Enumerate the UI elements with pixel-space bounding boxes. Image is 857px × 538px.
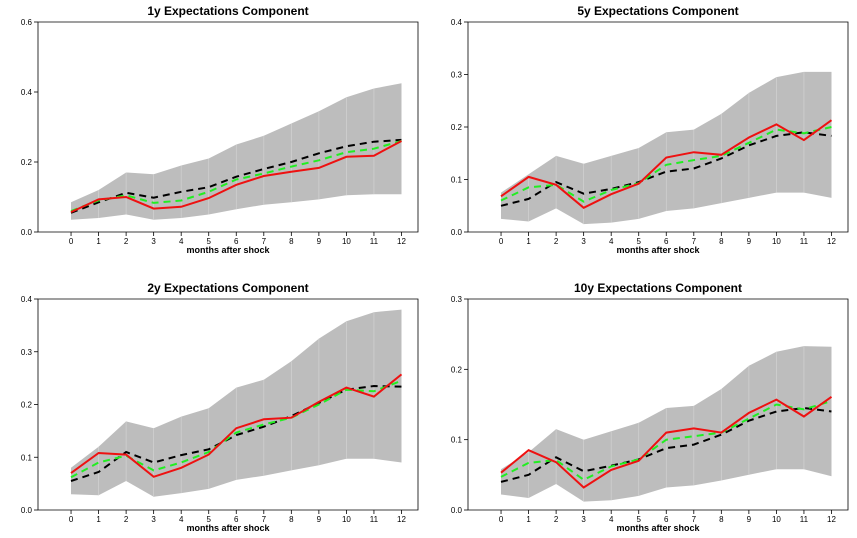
chart-title: 10y Expectations Component [574, 281, 742, 295]
x-tick-label: 2 [554, 515, 559, 524]
x-tick-label: 7 [262, 515, 267, 524]
x-tick-label: 9 [317, 237, 322, 246]
x-tick-label: 11 [800, 237, 809, 246]
series-line-median [70, 138, 402, 214]
x-tick-label: 8 [719, 237, 724, 246]
chart-title: 2y Expectations Component [147, 281, 308, 295]
x-tick-label: 6 [234, 515, 239, 524]
y-tick-label: 0.6 [21, 18, 33, 27]
y-tick-label: 0.1 [451, 176, 463, 185]
x-tick-label: 12 [397, 237, 406, 246]
x-tick-label: 0 [69, 237, 74, 246]
y-tick-label: 0.1 [451, 436, 463, 445]
series-line-mean [500, 400, 832, 481]
chart-title: 5y Expectations Component [577, 4, 738, 18]
y-tick-label: 0.2 [21, 158, 33, 167]
x-tick-label: 8 [719, 515, 724, 524]
x-tick-label: 2 [124, 237, 129, 246]
x-tick-label: 5 [206, 237, 211, 246]
x-tick-label: 3 [151, 515, 156, 524]
x-tick-label: 7 [262, 237, 267, 246]
x-tick-label: 1 [526, 515, 531, 524]
x-tick-label: 0 [499, 515, 504, 524]
series-line-point [500, 119, 833, 209]
x-tick-label: 3 [581, 515, 586, 524]
x-tick-label: 8 [289, 237, 294, 246]
x-tick-label: 11 [370, 515, 379, 524]
y-tick-label: 0.0 [21, 506, 33, 515]
series-line-median [70, 384, 402, 482]
x-tick-label: 12 [827, 237, 836, 246]
x-tick-label: 11 [370, 237, 379, 246]
series-line-mean [70, 140, 402, 212]
x-tick-label: 5 [636, 237, 641, 246]
x-tick-label: 6 [234, 237, 239, 246]
plot-frame [467, 21, 849, 233]
y-tick-label: 0.0 [451, 228, 463, 237]
x-tick-label: 4 [609, 237, 614, 246]
chart-title: 1y Expectations Component [147, 4, 308, 18]
x-axis-label: months after shock [616, 245, 700, 255]
series-line-median [500, 131, 832, 207]
x-tick-label: 10 [342, 237, 351, 246]
x-tick-label: 8 [289, 515, 294, 524]
x-tick-label: 9 [317, 515, 322, 524]
x-axis-label: months after shock [616, 523, 700, 533]
y-tick-label: 0.1 [21, 453, 33, 462]
x-tick-label: 10 [342, 515, 351, 524]
x-tick-label: 2 [554, 237, 559, 246]
x-tick-label: 3 [581, 237, 586, 246]
x-axis-label: months after shock [186, 523, 270, 533]
x-tick-label: 11 [800, 515, 809, 524]
y-tick-label: 0.2 [451, 123, 463, 132]
x-tick-label: 10 [772, 515, 781, 524]
x-tick-label: 0 [499, 237, 504, 246]
series-line-point [70, 140, 402, 214]
plot-frame [37, 298, 419, 511]
x-tick-label: 1 [96, 515, 101, 524]
y-tick-label: 0.4 [451, 18, 463, 27]
y-tick-label: 0.4 [21, 295, 33, 304]
x-tick-label: 12 [397, 515, 406, 524]
x-tick-label: 4 [179, 515, 184, 524]
x-tick-label: 7 [692, 237, 697, 246]
y-tick-label: 0.4 [21, 88, 33, 97]
x-tick-label: 9 [747, 237, 752, 246]
x-tick-label: 6 [664, 237, 669, 246]
x-tick-label: 9 [747, 515, 752, 524]
series-line-point [500, 395, 833, 489]
x-tick-label: 5 [206, 515, 211, 524]
x-tick-label: 12 [827, 515, 836, 524]
y-tick-label: 0.2 [451, 365, 463, 374]
x-tick-label: 5 [636, 515, 641, 524]
series-line-mean [500, 126, 832, 203]
y-tick-label: 0.0 [21, 228, 33, 237]
x-tick-label: 4 [179, 237, 184, 246]
y-tick-label: 0.0 [451, 506, 463, 515]
y-tick-label: 0.3 [451, 295, 463, 304]
y-tick-label: 0.3 [21, 348, 33, 357]
series-line-median [500, 406, 832, 483]
y-tick-label: 0.2 [21, 401, 33, 410]
x-tick-label: 1 [96, 237, 101, 246]
series-line-point [70, 373, 403, 478]
x-tick-label: 0 [69, 515, 74, 524]
y-tick-label: 0.3 [451, 71, 463, 80]
x-tick-label: 10 [772, 237, 781, 246]
x-tick-label: 6 [664, 515, 669, 524]
x-tick-label: 1 [526, 237, 531, 246]
x-axis-label: months after shock [186, 245, 270, 255]
x-tick-label: 3 [151, 237, 156, 246]
x-tick-label: 7 [692, 515, 697, 524]
series-line-mean [70, 379, 402, 479]
x-tick-label: 4 [609, 515, 614, 524]
x-tick-label: 2 [124, 515, 129, 524]
